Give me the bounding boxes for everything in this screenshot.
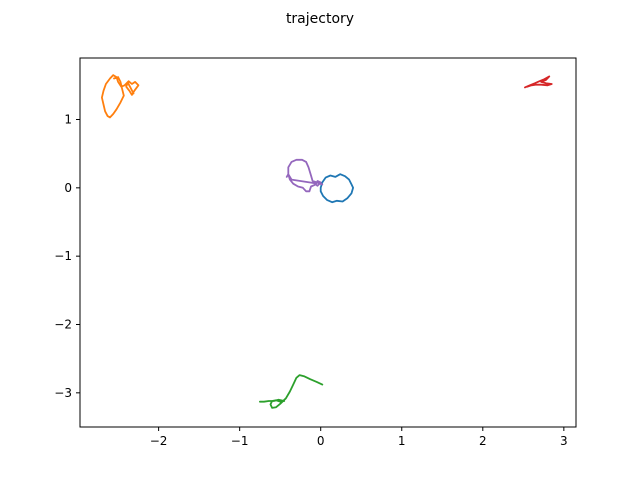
x-tick-label: 0 — [317, 434, 325, 448]
y-tick-label: −1 — [54, 249, 72, 263]
y-tick-label: −2 — [54, 318, 72, 332]
x-axis: −2 −1 0 1 2 3 — [150, 427, 568, 448]
trajectory-line-2 — [101, 74, 140, 119]
trajectory-line-1 — [319, 173, 355, 204]
y-tick-label: 0 — [64, 181, 72, 195]
trajectory-line-5 — [285, 158, 324, 193]
x-tick-label: 2 — [479, 434, 487, 448]
y-axis: −3 −2 −1 0 1 — [54, 113, 80, 400]
x-tick-label: −2 — [150, 434, 168, 448]
x-tick-label: 1 — [398, 434, 406, 448]
plot-series — [101, 74, 553, 409]
trajectory-line-4 — [524, 75, 553, 89]
x-tick-label: 3 — [560, 434, 568, 448]
y-tick-label: 1 — [64, 113, 72, 127]
x-tick-label: −1 — [231, 434, 249, 448]
trajectory-line-3 — [258, 374, 324, 409]
plot-frame — [79, 57, 577, 428]
chart-title: trajectory — [286, 11, 354, 27]
y-tick-label: −3 — [54, 386, 72, 400]
